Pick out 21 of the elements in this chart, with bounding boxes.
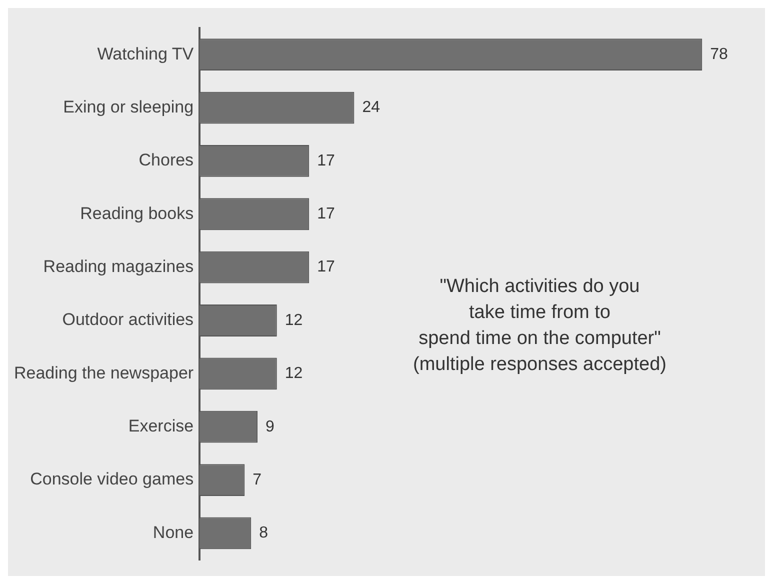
annotation: "Which activities do you take time from to spend time on the computer" (multiple responses accepted) [413, 276, 666, 376]
y-tick-label: Watching TV [97, 44, 194, 64]
y-tick-label: Exing or sleeping [63, 97, 194, 116]
data-label: 17 [317, 258, 335, 276]
data-label: 9 [266, 418, 275, 436]
y-tick-label: Exercise [128, 416, 194, 436]
data-label: 78 [710, 46, 728, 63]
y-tick-label: Outdoor activities [62, 310, 194, 330]
y-tick-label: None [152, 522, 194, 542]
data-label: 7 [252, 471, 262, 488]
data-label: 8 [259, 524, 268, 542]
data-label: 24 [362, 99, 380, 116]
data-label: 17 [317, 206, 335, 223]
data-label: 12 [284, 312, 303, 329]
y-tick-label: Reading magazines [43, 256, 194, 276]
data-label: 12 [284, 365, 303, 382]
data-label: 17 [317, 152, 335, 170]
y-tick-label: Reading the newspaper [14, 363, 194, 382]
y-tick-label: Reading books [80, 204, 194, 223]
y-tick-label: Console video games [30, 470, 194, 489]
y-tick-label: Chores [138, 150, 194, 170]
